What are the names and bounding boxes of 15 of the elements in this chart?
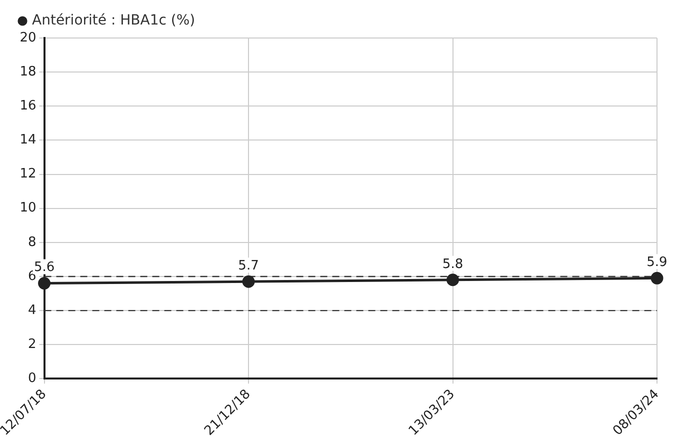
legend-label: Antériorité : HBA1c (%): [32, 12, 196, 29]
data-label: 5.6: [34, 260, 55, 276]
data-label: 5.7: [238, 258, 259, 274]
data-label: 5.9: [646, 255, 668, 270]
y-tick-label: 0: [28, 371, 36, 386]
y-tick-label: 2: [28, 336, 36, 352]
y-tick-label: 14: [20, 132, 36, 148]
y-tick-label: 10: [20, 200, 36, 216]
y-tick-label: 20: [20, 30, 36, 46]
data-label: 5.8: [442, 256, 464, 272]
y-tick-label: 8: [28, 234, 36, 250]
y-tick-label: 12: [20, 166, 36, 182]
y-tick-label: 16: [20, 98, 36, 114]
y-tick-label: 18: [20, 64, 36, 80]
y-tick-label: 4: [28, 302, 36, 318]
